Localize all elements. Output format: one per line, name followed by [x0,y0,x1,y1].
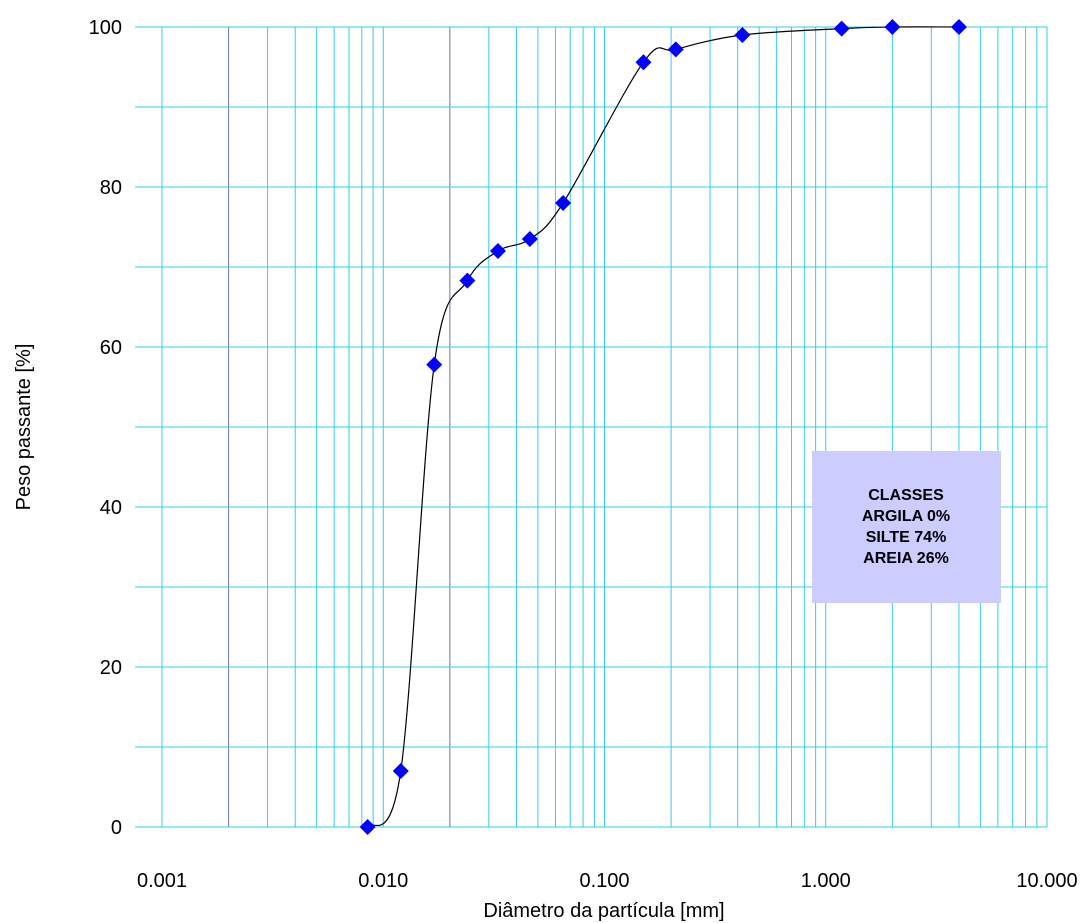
data-point [359,819,376,835]
data-point [667,41,684,58]
data-point [489,243,506,259]
x-tick-label: 0.100 [579,870,629,892]
x-tick-labels: 0.001 0.010 0.100 1.000 10.000 [137,870,1078,892]
y-tick-label: 100 [89,17,122,39]
legend-line: CLASSES [868,487,944,504]
x-tick-label: 0.010 [358,870,408,892]
data-point [734,27,751,43]
legend-background [812,451,1001,603]
y-tick-label: 60 [100,337,122,359]
legend-line: AREIA 26% [863,550,949,567]
data-point [833,20,850,37]
data-point [459,272,476,289]
data-point [426,356,443,373]
y-tick-labels: 0 20 40 60 80 100 [89,17,122,839]
y-tick-label: 0 [111,817,122,839]
x-tick-label: 0.001 [137,870,187,892]
y-axis-title: Peso passante [%] [13,344,35,511]
x-tick-label: 10.000 [1016,870,1077,892]
data-points [359,19,967,835]
data-point [392,763,409,779]
classes-legend-box: CLASSES ARGILA 0% SILTE 74% AREIA 26% [812,451,1001,603]
grid [135,26,1048,828]
legend-line: ARGILA 0% [862,508,950,525]
data-point [884,19,901,35]
legend-line: SILTE 74% [866,529,947,546]
data-point [635,54,652,71]
data-point [555,195,572,211]
series-curve [367,26,959,828]
x-tick-label: 1.000 [801,870,851,892]
x-axis-title: Diâmetro da partícula [mm] [483,900,724,922]
data-point [521,231,538,247]
y-tick-label: 80 [100,177,122,199]
y-tick-label: 20 [100,657,122,679]
y-tick-label: 40 [100,497,122,519]
data-point [950,19,967,35]
